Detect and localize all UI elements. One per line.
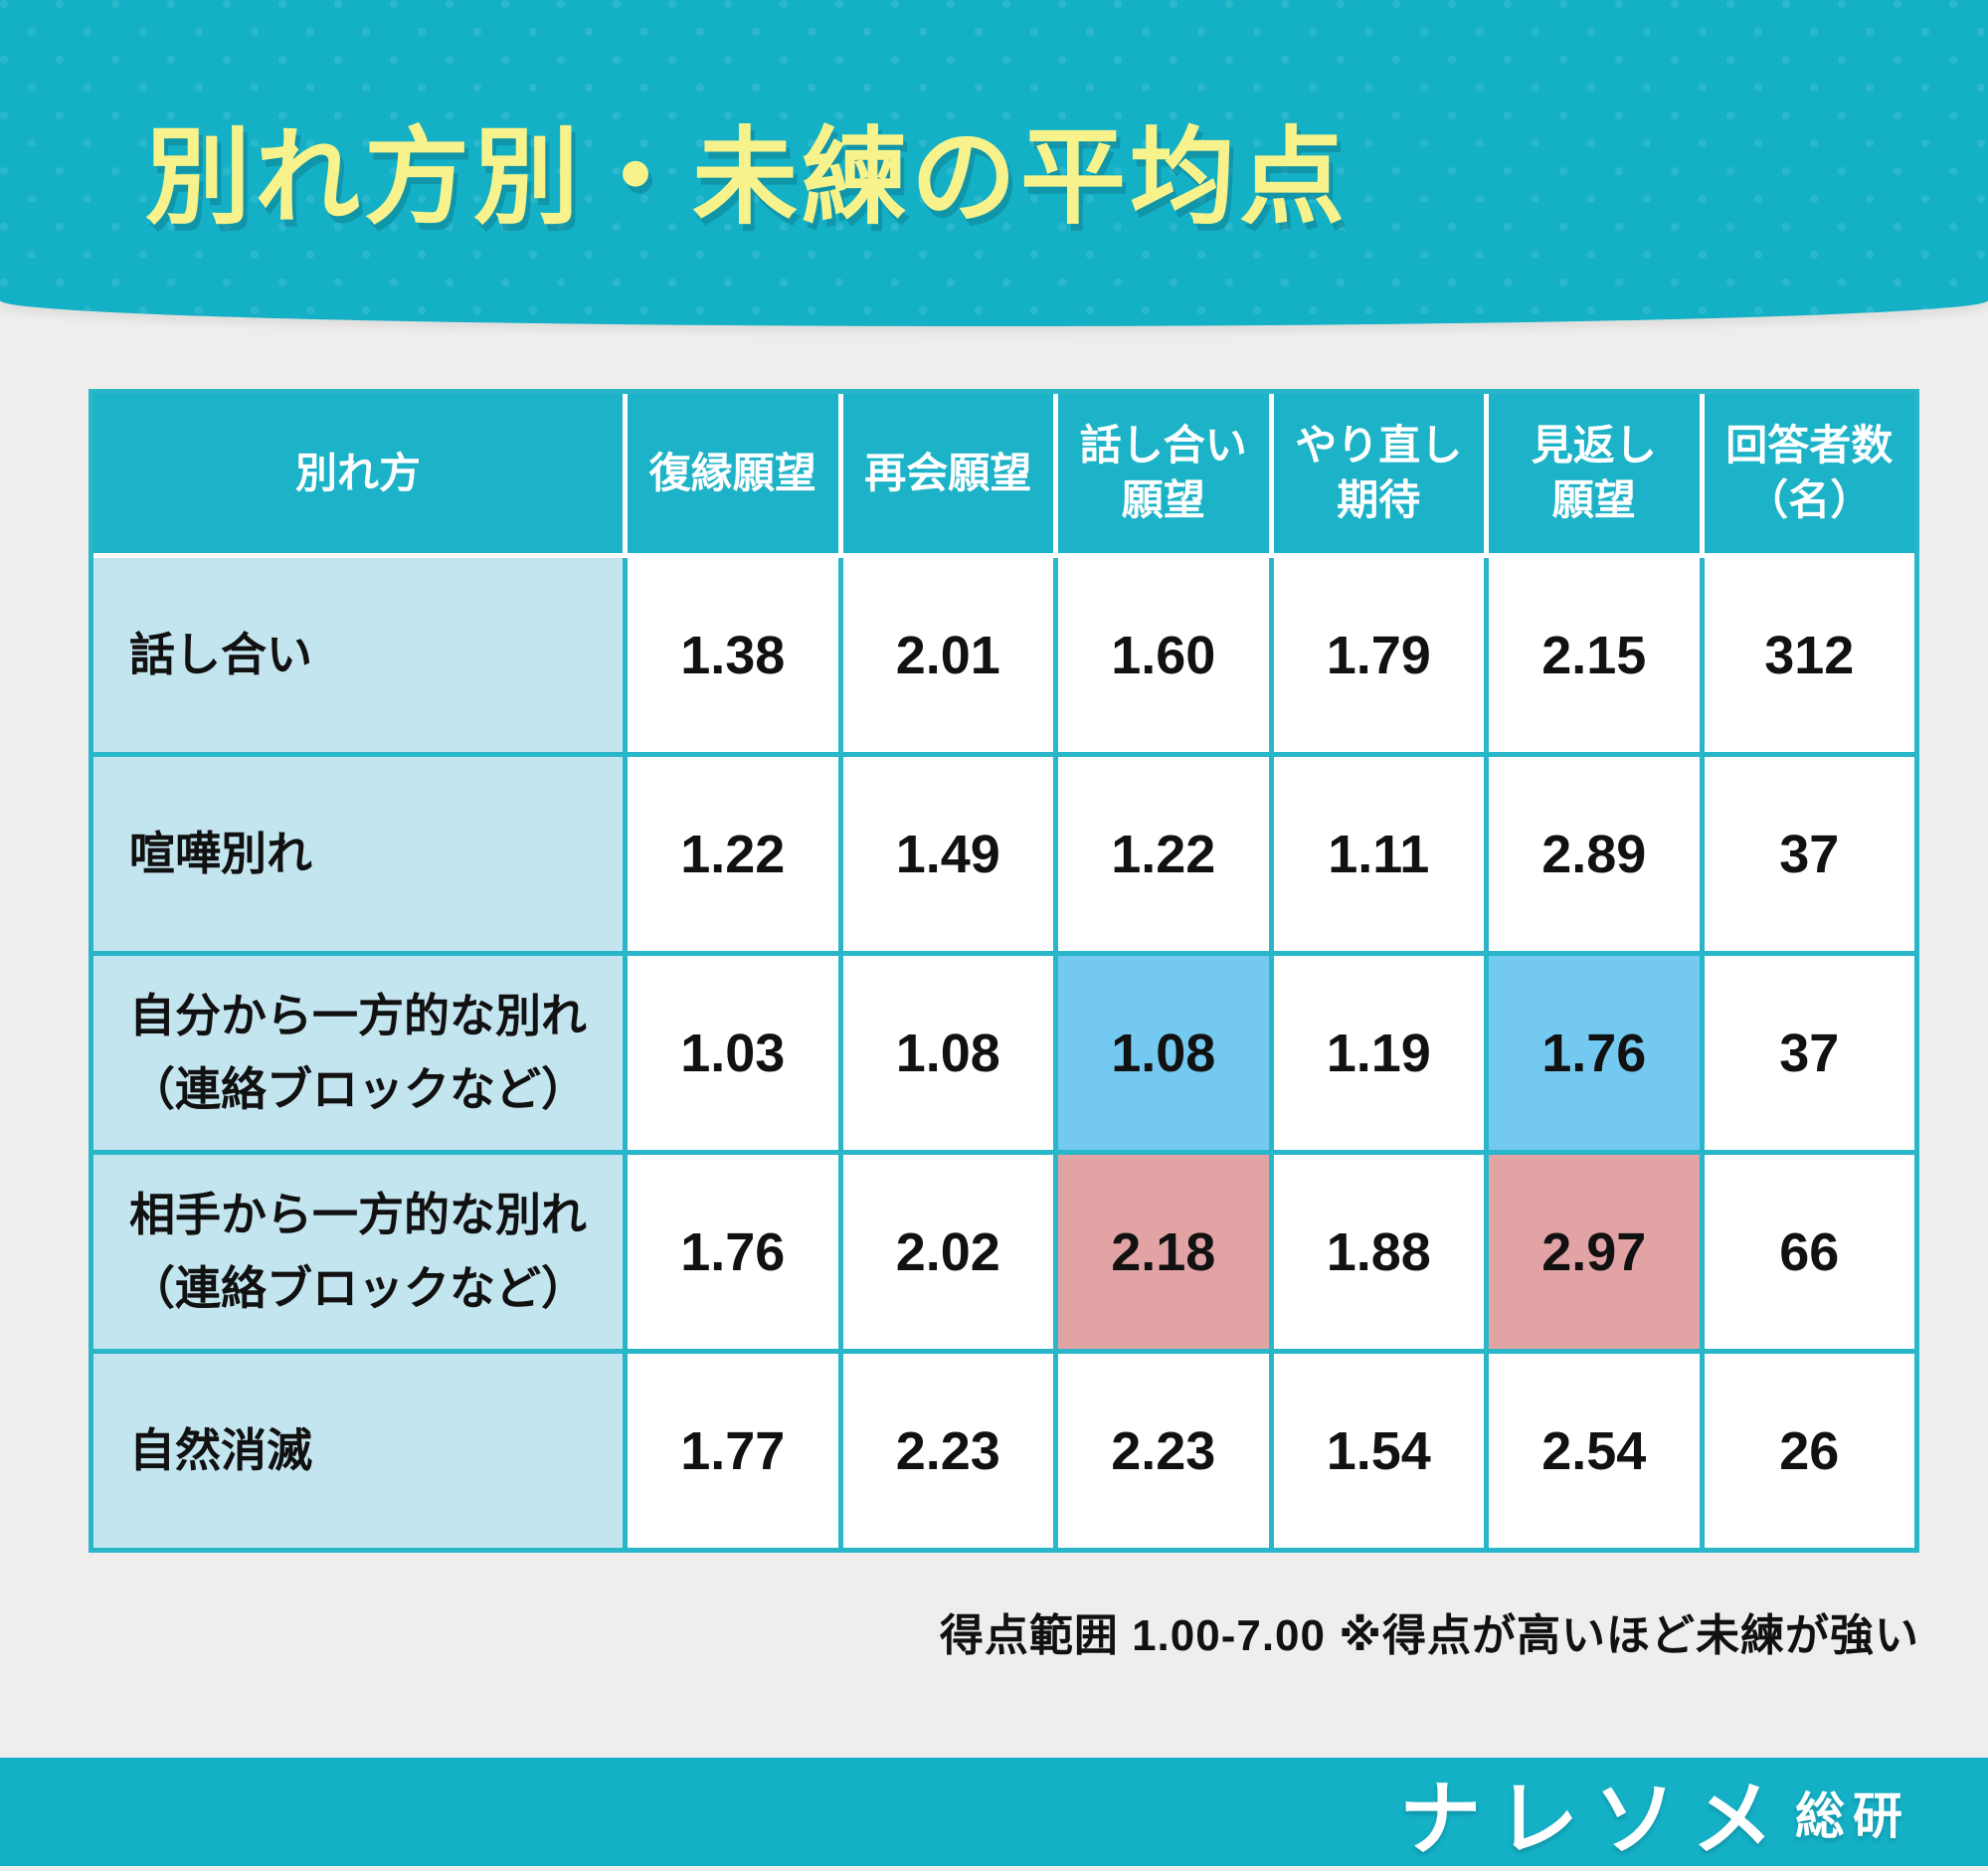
table-cell: 2.89 <box>1489 757 1700 951</box>
table-header-row: 別れ方 復縁願望 再会願望 話し合い 願望 やり直し 期待 見返し 願望 回答者… <box>93 394 1914 558</box>
table-body: 話し合い 1.38 2.01 1.60 1.79 2.15 312 喧嘩別れ 1… <box>93 558 1914 1548</box>
table-cell: 1.11 <box>1273 757 1484 951</box>
footer-band: ナレソメ 総研 <box>0 1758 1988 1866</box>
table-cell: 1.76 <box>628 1155 838 1349</box>
table-cell-highlight-blue: 1.08 <box>1058 956 1269 1150</box>
table-cell: 2.54 <box>1489 1354 1700 1548</box>
table-cell: 1.77 <box>628 1354 838 1548</box>
column-header-payback-wish: 見返し 願望 <box>1489 394 1700 553</box>
row-label: 自分から一方的な別れ （連絡ブロックなど） <box>93 956 623 1150</box>
column-header-meet-again-wish: 再会願望 <box>842 394 1053 553</box>
table-cell: 1.22 <box>1058 757 1269 951</box>
column-header-respondents: 回答者数 （名） <box>1704 394 1914 553</box>
table-cell: 1.19 <box>1273 956 1484 1150</box>
table-cell: 1.49 <box>842 757 1053 951</box>
table-cell: 2.01 <box>842 558 1053 752</box>
row-label: 喧嘩別れ <box>93 757 623 951</box>
row-label: 相手から一方的な別れ （連絡ブロックなど） <box>93 1155 623 1349</box>
naresome-souken-logo: ナレソメ 総研 <box>1399 1753 1910 1871</box>
table-cell: 1.03 <box>628 956 838 1150</box>
table-cell: 1.54 <box>1273 1354 1484 1548</box>
table-cell: 1.38 <box>628 558 838 752</box>
column-header-reunion-wish: 復縁願望 <box>628 394 838 553</box>
table-cell: 1.22 <box>628 757 838 951</box>
table-cell: 26 <box>1704 1354 1914 1548</box>
table-cell: 1.08 <box>842 956 1053 1150</box>
table-cell-highlight-pink: 2.97 <box>1489 1155 1700 1349</box>
header-band: 別れ方別・未練の平均点 <box>0 0 1988 326</box>
logo-main-text: ナレソメ <box>1398 1775 1789 1865</box>
table-cell: 37 <box>1704 956 1914 1150</box>
row-label: 話し合い <box>93 558 623 752</box>
table-cell: 1.88 <box>1273 1155 1484 1349</box>
table-cell-highlight-blue: 1.76 <box>1489 956 1700 1150</box>
table-cell-highlight-pink: 2.18 <box>1058 1155 1269 1349</box>
table-cell: 66 <box>1704 1155 1914 1349</box>
page-title: 別れ方別・未練の平均点 <box>145 119 1349 237</box>
logo-sub-text: 総研 <box>1795 1787 1910 1844</box>
column-header-redo-expectation: やり直し 期待 <box>1273 394 1484 553</box>
table-cell: 2.23 <box>842 1354 1053 1548</box>
table-cell: 2.23 <box>1058 1354 1269 1548</box>
score-range-footnote: 得点範囲 1.00-7.00 ※得点が高いほど未練が強い <box>939 1611 1919 1660</box>
table-cell: 312 <box>1704 558 1914 752</box>
table-cell: 37 <box>1704 757 1914 951</box>
column-header-breakup-type: 別れ方 <box>93 394 623 553</box>
table-cell: 1.79 <box>1273 558 1484 752</box>
table-cell: 1.60 <box>1058 558 1269 752</box>
column-header-discussion-wish: 話し合い 願望 <box>1058 394 1269 553</box>
row-label: 自然消滅 <box>93 1354 623 1548</box>
table-cell: 2.15 <box>1489 558 1700 752</box>
score-table: 別れ方 復縁願望 再会願望 話し合い 願望 やり直し 期待 見返し 願望 回答者… <box>89 389 1919 1553</box>
table-cell: 2.02 <box>842 1155 1053 1349</box>
